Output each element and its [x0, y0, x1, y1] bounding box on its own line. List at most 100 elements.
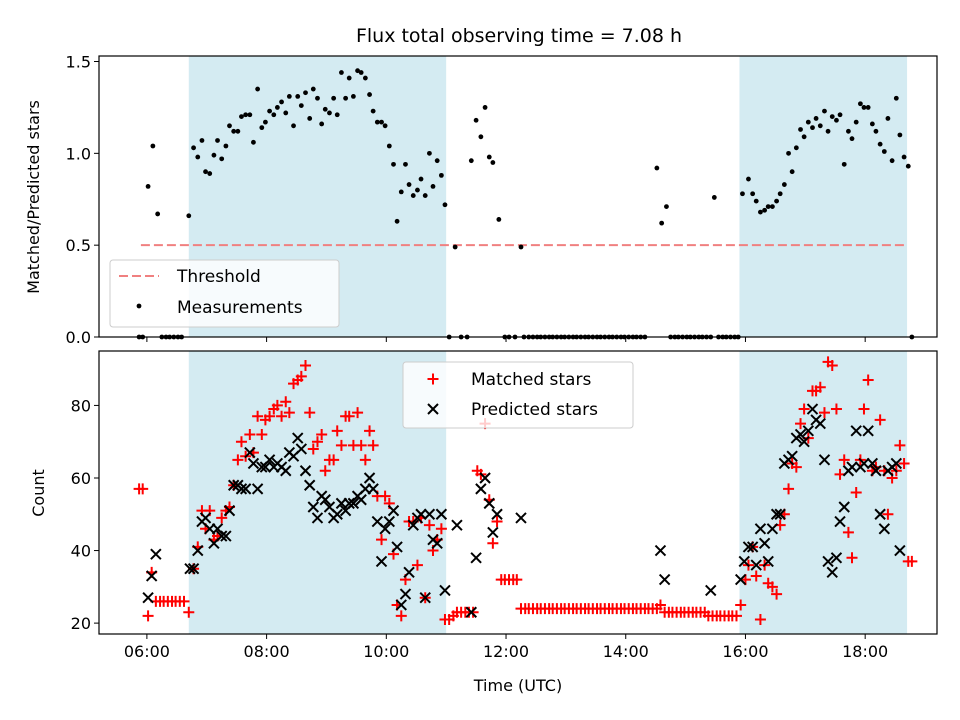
predicted-point	[244, 446, 256, 459]
measurement-point	[478, 134, 484, 140]
measurement-point	[386, 143, 392, 149]
predicted-point	[423, 508, 436, 520]
predicted-point	[415, 508, 427, 520]
top-ytick-label: 1.0	[66, 144, 91, 163]
measurement-point	[468, 158, 474, 164]
predicted-point	[220, 530, 232, 542]
predicted-point	[403, 566, 415, 579]
measurement-point	[415, 187, 420, 193]
matched-point	[838, 454, 850, 466]
matched-point	[467, 606, 479, 618]
xtick-label: 18:00	[842, 642, 888, 661]
measurement-point	[452, 244, 458, 250]
matched-point	[795, 418, 807, 430]
predicted-point	[826, 566, 838, 579]
matched-point	[862, 374, 874, 386]
predicted-point	[770, 508, 783, 520]
measurement-point	[199, 138, 205, 143]
measurement-point	[382, 123, 388, 129]
matched-point	[137, 483, 149, 495]
measurement-point	[406, 182, 412, 187]
predicted-point	[515, 512, 527, 524]
matched-point	[300, 360, 312, 372]
measurement-point	[746, 176, 751, 182]
matched-point	[818, 407, 830, 419]
predicted-point	[419, 592, 431, 604]
predicted-point	[303, 479, 316, 491]
predicted-point	[850, 425, 862, 437]
measurement-point	[203, 169, 208, 175]
measurement-point	[235, 128, 241, 134]
predicted-point	[786, 450, 798, 462]
predicted-point	[762, 555, 774, 568]
predicted-point	[774, 508, 786, 520]
predicted-point	[654, 544, 667, 557]
predicted-point	[311, 512, 324, 524]
measurement-point	[394, 218, 400, 224]
predicted-point	[798, 435, 810, 448]
measurement-point	[518, 244, 524, 250]
matched-point	[894, 439, 906, 451]
top-ytick-label: 0.0	[66, 328, 91, 347]
measurement-point	[403, 161, 408, 167]
matched-point	[790, 461, 802, 473]
predicted-point	[363, 472, 376, 484]
predicted-point	[475, 483, 487, 495]
measurement-point	[798, 127, 803, 132]
measurement-point	[813, 116, 819, 121]
xtick-label: 06:00	[124, 642, 170, 661]
measurement-point	[758, 209, 763, 215]
predicted-point	[142, 592, 154, 604]
predicted-point	[766, 523, 779, 535]
predicted-point	[239, 483, 252, 495]
measurement-point	[897, 132, 903, 138]
matched-point	[352, 407, 364, 419]
measurement-point	[243, 112, 249, 118]
measurement-point	[659, 220, 665, 226]
predicted-point	[862, 425, 874, 437]
predicted-point	[375, 555, 388, 568]
matched-point	[850, 487, 862, 498]
predicted-point	[818, 454, 831, 466]
bottom-panel: 20 40 60 80 06:00 08:00 10:00 12:00 14:00 16:00 18…	[71, 350, 938, 661]
predicted-point	[822, 555, 834, 568]
measurement-point	[279, 99, 284, 105]
predicted-point	[746, 541, 759, 553]
measurement-point	[251, 139, 256, 145]
measurement-point	[889, 158, 895, 164]
measurement-point	[259, 125, 265, 131]
predicted-point	[866, 457, 879, 470]
matched-point	[280, 396, 292, 408]
matched-point	[319, 465, 331, 477]
measurement-point	[765, 204, 771, 210]
matched-point	[783, 483, 795, 495]
predicted-point	[280, 465, 292, 477]
predicted-point	[439, 584, 451, 597]
measurement-point	[263, 119, 268, 125]
matched-point	[311, 436, 323, 448]
predicted-point	[199, 512, 212, 524]
predicted-point	[814, 417, 826, 430]
measurement-point	[211, 152, 217, 158]
xtick-label: 14:00	[603, 642, 649, 661]
predicted-point	[465, 606, 478, 618]
matched-point	[735, 599, 747, 611]
measurement-point	[762, 207, 768, 213]
predicted-point	[451, 519, 463, 531]
measurement-point	[793, 145, 799, 151]
top-axes-frame	[98, 55, 938, 338]
predicted-point	[391, 541, 403, 553]
measurement-point	[430, 183, 436, 189]
matched-point	[830, 403, 842, 415]
predicted-point	[874, 508, 886, 520]
matched-point	[798, 403, 810, 415]
measurement-point	[291, 123, 296, 129]
matched-point	[846, 552, 858, 564]
matched-point	[252, 410, 264, 422]
matched-point	[142, 610, 154, 622]
predicted-point	[870, 465, 882, 477]
predicted-point	[247, 457, 260, 470]
measurement-point	[750, 191, 756, 197]
bottom-ylabel: Count	[29, 469, 48, 517]
